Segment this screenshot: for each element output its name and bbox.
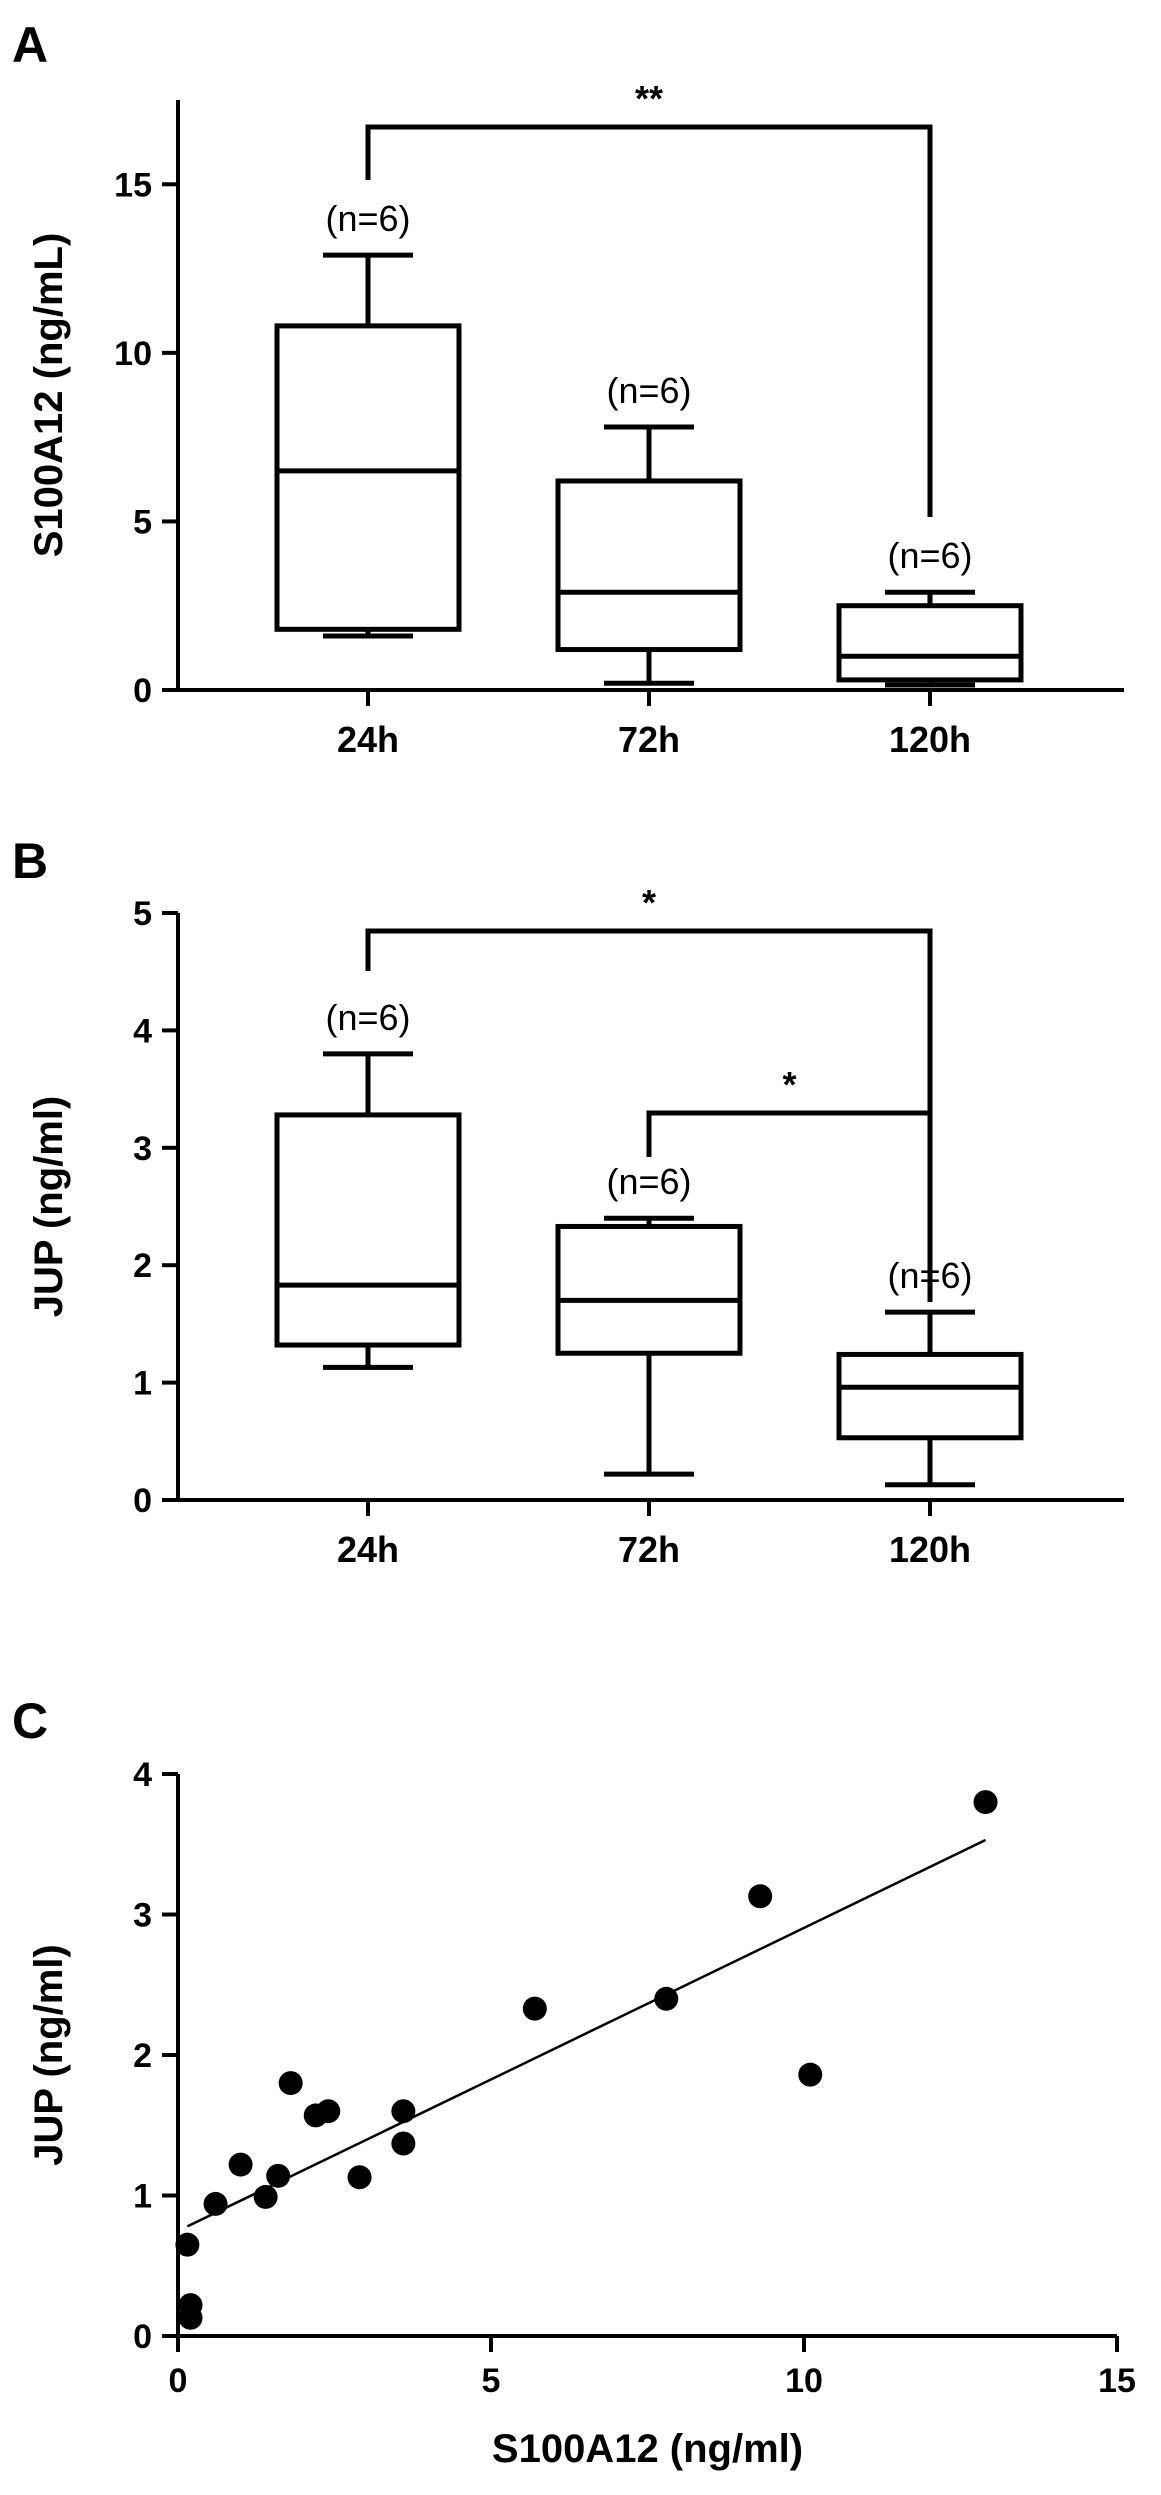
data-point	[748, 1884, 773, 1909]
y-tick-label: 1	[133, 2178, 152, 2216]
y-tick-label: 2	[133, 2037, 152, 2075]
y-axis-title: JUP (ng/ml)	[27, 1096, 71, 1318]
x-tick-label: 15	[1098, 2362, 1136, 2400]
box-24h	[274, 252, 462, 639]
significance-label: **	[635, 78, 663, 119]
n-label: (n=6)	[325, 997, 410, 1038]
y-tick-label: 4	[133, 1012, 152, 1050]
data-point	[203, 2191, 228, 2216]
x-category-label: 72h	[618, 1529, 680, 1570]
x-category-label: 120h	[889, 719, 971, 760]
data-point	[175, 2232, 200, 2257]
x-axis-title: S100A12 (ng/ml)	[492, 2427, 803, 2471]
box-24h	[274, 1051, 462, 1370]
data-point	[391, 2099, 416, 2124]
y-tick-label: 2	[133, 1247, 152, 1285]
box-72h	[555, 1215, 743, 1477]
box-iqr	[274, 323, 462, 632]
x-tick-label: 0	[169, 2362, 188, 2400]
y-tick-label: 0	[133, 672, 152, 710]
regression-line	[186, 1838, 987, 2228]
x-tick-label: 5	[482, 2362, 501, 2400]
n-label: (n=6)	[606, 1161, 691, 1202]
y-tick-label: 3	[133, 1130, 152, 1168]
x-category-label: 24h	[337, 719, 399, 760]
y-tick-label: 5	[133, 503, 152, 541]
data-point	[347, 2165, 372, 2190]
x-category-label: 24h	[337, 1529, 399, 1570]
box-72h	[555, 424, 743, 686]
box-iqr	[836, 603, 1024, 683]
data-point	[303, 2103, 328, 2128]
data-point	[253, 2184, 278, 2209]
box-120h	[836, 589, 1024, 688]
bracket-line	[646, 1110, 933, 1302]
box-iqr	[555, 478, 743, 653]
n-label: (n=6)	[606, 370, 691, 411]
significance-bracket	[365, 928, 933, 1230]
y-tick-label: 10	[114, 335, 152, 373]
data-point	[391, 2131, 416, 2156]
box-iqr	[274, 1112, 462, 1348]
y-tick-label: 0	[133, 1482, 152, 1520]
significance-label: *	[642, 882, 656, 923]
bracket-line	[365, 928, 933, 1230]
significance-label: *	[782, 1064, 796, 1105]
y-axis-title: S100A12 (ng/mL)	[27, 233, 71, 558]
y-axis-title: JUP (ng/ml)	[27, 1944, 71, 2166]
data-point	[266, 2163, 291, 2188]
n-label: (n=6)	[887, 535, 972, 576]
data-point	[228, 2152, 253, 2177]
data-point	[798, 2062, 823, 2087]
data-point	[973, 1790, 998, 1815]
data-point	[278, 2071, 303, 2096]
bracket-line	[365, 124, 933, 517]
x-category-label: 72h	[618, 719, 680, 760]
significance-bracket	[646, 1110, 933, 1302]
y-tick-label: 4	[133, 1756, 152, 1794]
panel-a-boxplot: 0 5 10 15 S100A12 (ng/mL) 24h (n=6) 72h (n=6) 120…	[27, 78, 1124, 760]
y-tick-label: 5	[133, 895, 152, 933]
box-iqr	[555, 1223, 743, 1356]
panel-letter-a: A	[12, 17, 48, 73]
x-category-label: 120h	[889, 1529, 971, 1570]
data-point	[654, 1986, 679, 2011]
x-tick-label: 10	[785, 2362, 823, 2400]
y-tick-label: 3	[133, 1897, 152, 1935]
box-iqr	[836, 1351, 1024, 1441]
panel-c-scatter: 0 1 2 3 4 0 5 10 15 JUP (ng/ml) S100A12 (ng/ml)	[27, 1756, 1136, 2471]
y-tick-label: 15	[114, 166, 152, 204]
significance-bracket	[365, 124, 933, 517]
box-120h	[836, 1309, 1024, 1488]
n-label: (n=6)	[325, 198, 410, 239]
y-tick-label: 1	[133, 1365, 152, 1403]
panel-letter-c: C	[12, 1693, 48, 1749]
panel-letter-b: B	[12, 833, 48, 889]
data-point	[522, 1996, 547, 2021]
data-point	[178, 2305, 203, 2330]
y-tick-label: 0	[133, 2318, 152, 2356]
